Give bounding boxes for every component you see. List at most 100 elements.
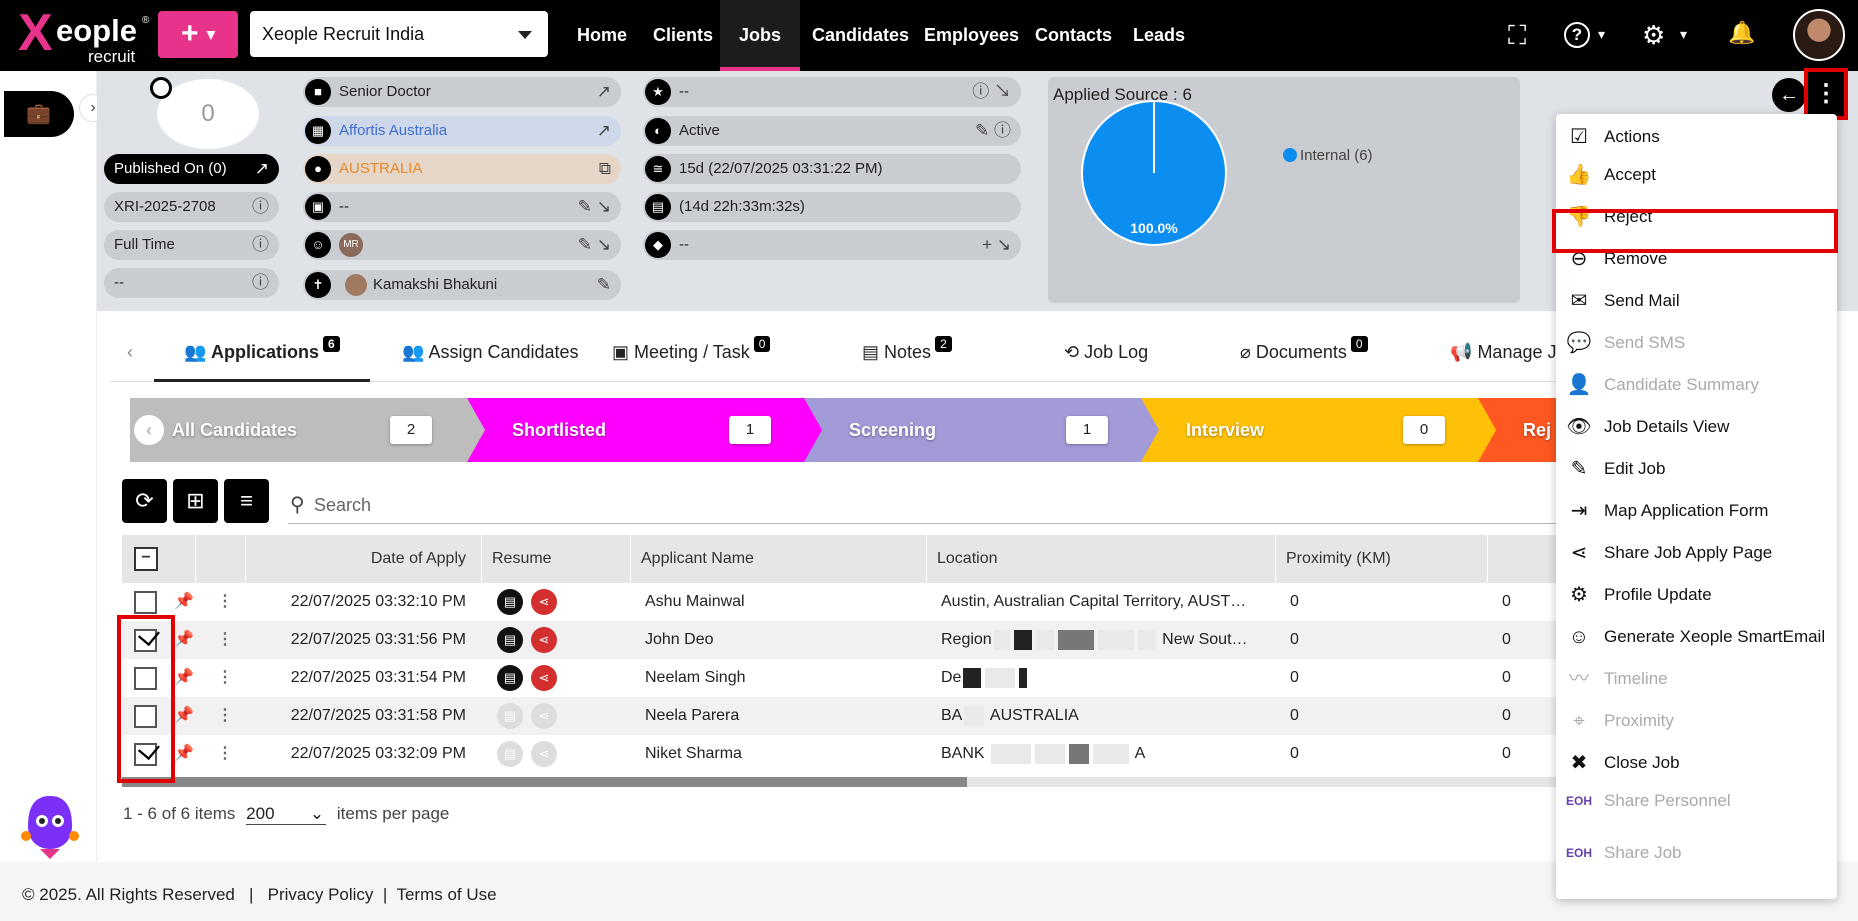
row-select-checkbox[interactable] [134, 667, 157, 690]
tab-job-log[interactable]: ⟲ Job Log [1064, 322, 1148, 382]
row-select-checkbox[interactable] [134, 743, 157, 766]
select-all-checkbox[interactable]: − [134, 547, 158, 571]
sidebar-jobs-button[interactable]: 💼 [4, 91, 74, 137]
row-select-checkbox[interactable] [134, 705, 157, 728]
stage-interview[interactable]: Interview 0 [1141, 398, 1498, 462]
published-on-badge[interactable]: Published On (0) ↗ [104, 154, 279, 184]
table-row[interactable]: 📌 ⋮ 22/07/2025 03:31:54 PM ▤ ⋖ Neelam Singh De… [122, 659, 1558, 697]
tab-applications[interactable]: 👥 Applications 6 [154, 322, 370, 382]
share-resume-icon[interactable]: ⋖ [531, 627, 557, 653]
stage-all-candidates[interactable]: ‹ All Candidates 2 [130, 398, 487, 462]
grid-horizontal-scrollbar[interactable] [122, 777, 1558, 787]
terms-of-use-link[interactable]: Terms of Use [396, 885, 497, 904]
table-row[interactable]: 📌 ⋮ 22/07/2025 03:31:58 PM ▤ ⋖ Neela Parera BA… [122, 697, 1558, 735]
grid-header-proximity[interactable]: Proximity (KM) [1275, 535, 1487, 583]
pin-icon[interactable]: 📌 [174, 745, 194, 762]
organization-select[interactable]: Xeople Recruit India [250, 11, 548, 57]
row-kebab-icon[interactable]: ⋮ [217, 745, 233, 762]
stage-screening[interactable]: Screening 1 [804, 398, 1161, 462]
menu-leads[interactable]: Leads [1133, 25, 1186, 45]
menu-jobs[interactable]: Jobs [720, 0, 800, 71]
info-icon[interactable]: ⓘ ↘ [972, 82, 1011, 101]
view-resume-icon[interactable]: ▤ [497, 741, 523, 767]
edit-pencil-icon[interactable]: ✎ ⓘ [975, 121, 1011, 140]
info-icon[interactable]: ⓘ [252, 273, 269, 292]
refresh-button[interactable]: ⟳ [122, 479, 167, 523]
grid-header-applicant-name[interactable]: Applicant Name [630, 535, 926, 583]
view-resume-icon[interactable]: ▤ [497, 589, 523, 615]
tab-assign-candidates[interactable]: 👥 Assign Candidates [402, 322, 579, 382]
quick-add-button[interactable]: + ▾ [158, 11, 238, 58]
menu-candidates[interactable]: Candidates [812, 25, 910, 45]
grid-search-input[interactable]: ⚲ Search [288, 488, 1558, 524]
pin-icon[interactable]: 📌 [174, 593, 194, 610]
stages-scroll-left-icon[interactable]: ‹ [134, 415, 164, 445]
menu-item-map-application-form[interactable]: ⇥ Map Application Form [1556, 490, 1837, 532]
settings-gear-icon[interactable]: ⚙ [1642, 20, 1666, 50]
tab-notes[interactable]: ▤ Notes 2 [862, 322, 952, 382]
tab-manage[interactable]: 📢 Manage J [1450, 322, 1557, 382]
open-link-icon[interactable]: ↗ [596, 82, 611, 101]
brand-logo[interactable]: X eople ® recruit [18, 3, 149, 69]
more-options-kebab-button[interactable]: ⋮ [1808, 71, 1844, 117]
applicant-name[interactable]: Neelam Singh [645, 669, 746, 686]
menu-item-share-job-apply-page[interactable]: ⋖ Share Job Apply Page [1556, 532, 1837, 574]
row-kebab-icon[interactable]: ⋮ [217, 593, 233, 610]
menu-clients[interactable]: Clients [653, 25, 714, 45]
menu-contacts[interactable]: Contacts [1035, 25, 1113, 45]
menu-item-send-mail[interactable]: ✉ Send Mail [1556, 280, 1837, 322]
back-arrow-button[interactable]: ← [1772, 78, 1806, 112]
applicant-name[interactable]: John Deo [645, 631, 714, 648]
applicant-name[interactable]: Ashu Mainwal [645, 593, 745, 610]
edit-pencil-icon[interactable]: ✎ [596, 275, 611, 294]
info-icon[interactable]: ⓘ [252, 235, 269, 254]
info-icon[interactable]: ⓘ [252, 197, 269, 216]
edit-pencil-icon[interactable]: ✎ ↘ [577, 197, 611, 216]
menu-item-job-details-view[interactable]: 👁 Job Details View [1556, 406, 1837, 448]
share-resume-icon[interactable]: ⋖ [531, 665, 557, 691]
privacy-policy-link[interactable]: Privacy Policy [267, 885, 374, 904]
share-resume-icon[interactable]: ⋖ [531, 589, 557, 615]
tab-meeting-task[interactable]: ▣ Meeting / Task 0 [612, 322, 771, 382]
external-link-icon[interactable]: ⧉ [598, 159, 611, 178]
pin-icon[interactable]: 📌 [174, 631, 194, 648]
grid-header-location[interactable]: Location [926, 535, 1275, 583]
pin-icon[interactable]: 📌 [174, 707, 194, 724]
row-kebab-icon[interactable]: ⋮ [217, 669, 233, 686]
user-avatar[interactable] [1793, 9, 1845, 61]
applicant-name[interactable]: Neela Parera [645, 707, 740, 724]
menu-item-generate-xeople-smartemail[interactable]: ☺ Generate Xeople SmartEmail [1556, 616, 1837, 658]
menu-home[interactable]: Home [577, 25, 628, 45]
view-resume-icon[interactable]: ▤ [497, 627, 523, 653]
fullscreen-icon[interactable]: ⛶ [1508, 20, 1527, 50]
help-icon[interactable]: ? [1564, 22, 1590, 48]
share-resume-icon[interactable]: ⋖ [531, 703, 557, 729]
table-row[interactable]: 📌 ⋮ 22/07/2025 03:31:56 PM ▤ ⋖ John Deo Region… [122, 621, 1558, 659]
menu-item-accept[interactable]: 👍 Accept [1556, 154, 1837, 196]
notification-bell-icon[interactable]: 🔔 [1728, 20, 1756, 45]
help-chevron-down-icon[interactable]: ▾ [1598, 26, 1606, 42]
table-row[interactable]: 📌 ⋮ 22/07/2025 03:32:09 PM ▤ ⋖ Niket Sharma BA… [122, 735, 1558, 773]
client-link[interactable]: Affortis Australia [339, 122, 448, 139]
row-select-checkbox[interactable] [134, 629, 157, 652]
menu-item-remove[interactable]: ⊖ Remove [1556, 238, 1837, 280]
menu-item-actions[interactable]: ☑ Actions [1556, 116, 1837, 158]
settings-chevron-down-icon[interactable]: ▾ [1680, 26, 1688, 42]
scrollbar-thumb[interactable] [122, 777, 967, 787]
row-kebab-icon[interactable]: ⋮ [217, 631, 233, 648]
view-resume-icon[interactable]: ▤ [497, 703, 523, 729]
table-row[interactable]: 📌 ⋮ 22/07/2025 03:32:10 PM ▤ ⋖ Ashu Mainwal Au… [122, 583, 1558, 621]
add-tag-icon[interactable]: + ↘ [982, 235, 1011, 254]
edit-pencil-icon[interactable]: ✎ ↘ [577, 235, 611, 254]
view-resume-icon[interactable]: ▤ [497, 665, 523, 691]
stage-shortlisted[interactable]: Shortlisted 1 [467, 398, 824, 462]
pin-icon[interactable]: 📌 [174, 669, 194, 686]
menu-employees[interactable]: Employees [924, 25, 1020, 45]
grid-header-resume[interactable]: Resume [481, 535, 630, 583]
grid-header-date[interactable]: Date of Apply [245, 535, 481, 583]
open-link-icon[interactable]: ↗ [596, 121, 611, 140]
chatbot-assistant-icon[interactable] [20, 791, 80, 861]
page-size-select[interactable]: 200 ⌄ [246, 804, 327, 825]
menu-item-close-job[interactable]: ✖ Close Job [1556, 742, 1837, 784]
menu-item-profile-update[interactable]: ⚙ Profile Update [1556, 574, 1837, 616]
